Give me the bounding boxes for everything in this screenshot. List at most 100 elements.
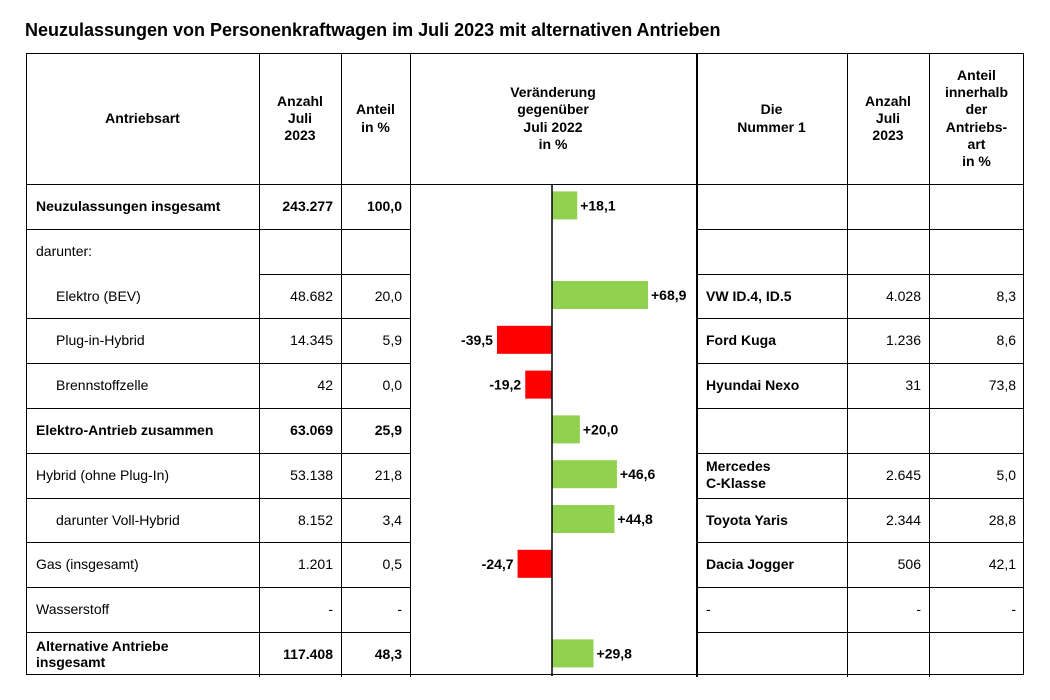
column-divider	[847, 53, 848, 677]
row-model-share	[929, 632, 1024, 677]
row-label: Hybrid (ohne Plug-In)	[36, 466, 170, 483]
row-anzahl: -	[328, 601, 333, 618]
row-model-share	[929, 229, 1024, 274]
bar-value-label: -39,5	[461, 332, 493, 348]
bar	[552, 281, 648, 309]
bar-value-label: +46,6	[620, 466, 656, 482]
row-model-count: 506	[897, 556, 921, 573]
row-model-share: 8,6	[996, 332, 1016, 349]
row-divider	[696, 587, 1024, 589]
header-divider	[26, 184, 1024, 185]
page-title: Neuzulassungen von Personenkraftwagen im…	[25, 20, 721, 40]
bar	[552, 191, 578, 220]
row-anzahl: 63.069	[290, 422, 333, 438]
row-anteil	[341, 229, 410, 274]
row-model-share: 5,0	[996, 466, 1016, 483]
row-label: Neuzulassungen insgesamt	[36, 198, 221, 214]
bar-value-label: +29,8	[597, 645, 633, 661]
row-label: darunter:	[36, 242, 93, 259]
column-divider	[696, 53, 698, 677]
row-anzahl: 14.345	[290, 332, 333, 349]
row-model-count	[847, 184, 929, 229]
row-label: Alternative Antriebe insgesamt	[36, 637, 169, 671]
row-model-share: 73,8	[988, 377, 1016, 394]
column-divider	[410, 53, 411, 677]
row-anteil: -	[397, 601, 402, 618]
row-model-count: 2.344	[885, 511, 921, 528]
row-divider	[696, 408, 1024, 409]
row-model-count	[847, 632, 929, 677]
row-divider	[26, 497, 410, 499]
bar-value-label: -24,7	[482, 556, 514, 572]
row-top-model: Hyundai Nexo	[706, 377, 800, 394]
row-anzahl: 42	[317, 377, 333, 394]
bar-value-label: +44,8	[617, 511, 653, 527]
row-label: Gas (insgesamt)	[36, 556, 139, 573]
column-divider	[341, 53, 342, 677]
row-anzahl: 53.138	[290, 466, 333, 483]
row-divider	[696, 273, 1024, 275]
row-top-model: Ford Kuga	[706, 332, 776, 349]
row-divider	[26, 363, 410, 365]
row-label: darunter Voll-Hybrid	[56, 511, 180, 528]
bar	[552, 415, 580, 444]
row-model-count	[847, 229, 929, 274]
row-divider	[26, 318, 410, 320]
row-anteil: 48,3	[374, 646, 402, 662]
bar-value-label: -19,2	[489, 377, 521, 393]
row-anteil: 0,0	[382, 377, 402, 394]
bar	[496, 325, 552, 354]
row-model-share: 8,3	[996, 287, 1016, 304]
row-divider	[696, 318, 1024, 320]
row-top-model	[696, 632, 847, 677]
row-anzahl	[259, 229, 341, 274]
bar	[517, 549, 552, 578]
row-anzahl: 243.277	[282, 198, 333, 214]
row-label: Elektro-Antrieb zusammen	[36, 422, 214, 438]
row-model-count: 2.645	[885, 466, 921, 483]
row-model-share	[929, 408, 1024, 453]
row-divider	[696, 228, 1024, 230]
bar	[552, 505, 615, 533]
column-divider	[929, 53, 930, 677]
row-anzahl: 8.152	[297, 511, 333, 528]
row-anzahl: 117.408	[283, 646, 333, 662]
bar-value-label: +18,1	[580, 197, 616, 213]
row-divider	[696, 497, 1024, 499]
row-top-model: Mercedes C-Klasse	[706, 458, 771, 492]
row-divider	[259, 273, 410, 275]
row-divider	[26, 228, 410, 230]
row-model-share: 42,1	[988, 556, 1016, 573]
bar-value-label: +68,9	[651, 287, 687, 303]
row-label: Brennstoffzelle	[56, 377, 149, 394]
row-anteil: 3,4	[382, 511, 402, 528]
row-divider	[26, 408, 410, 409]
row-model-share: -	[1011, 601, 1016, 618]
row-divider	[26, 587, 410, 589]
row-divider	[696, 363, 1024, 365]
row-model-count: 1.236	[885, 332, 921, 349]
row-top-model	[696, 184, 847, 229]
row-divider	[26, 542, 410, 544]
header-anzahl: Anzahl Juli 2023	[277, 92, 323, 144]
header-anteil-antriebsart: Anteil innerhalb der Antriebs- art in %	[944, 67, 1008, 169]
row-label: Plug-in-Hybrid	[56, 332, 145, 349]
row-anteil: 20,0	[374, 287, 402, 304]
bar	[525, 370, 552, 399]
bar-value-label: +20,0	[583, 421, 619, 437]
header-veraenderung: Veränderung gegenüber Juli 2022 in %	[510, 84, 596, 152]
row-model-share	[929, 184, 1024, 229]
row-top-model: -	[706, 601, 711, 618]
row-anteil: 25,9	[374, 422, 402, 438]
row-divider	[26, 452, 410, 454]
header-antriebsart: Antriebsart	[105, 109, 180, 126]
row-divider	[696, 542, 1024, 544]
row-model-count: 31	[905, 377, 921, 394]
row-top-model	[696, 408, 847, 453]
row-model-count	[847, 408, 929, 453]
row-anteil: 100,0	[366, 198, 402, 214]
header-nummer-1: Die Nummer 1	[737, 101, 806, 135]
row-top-model: Toyota Yaris	[706, 511, 788, 528]
row-top-model: VW ID.4, ID.5	[706, 287, 792, 304]
row-divider	[696, 452, 1024, 454]
